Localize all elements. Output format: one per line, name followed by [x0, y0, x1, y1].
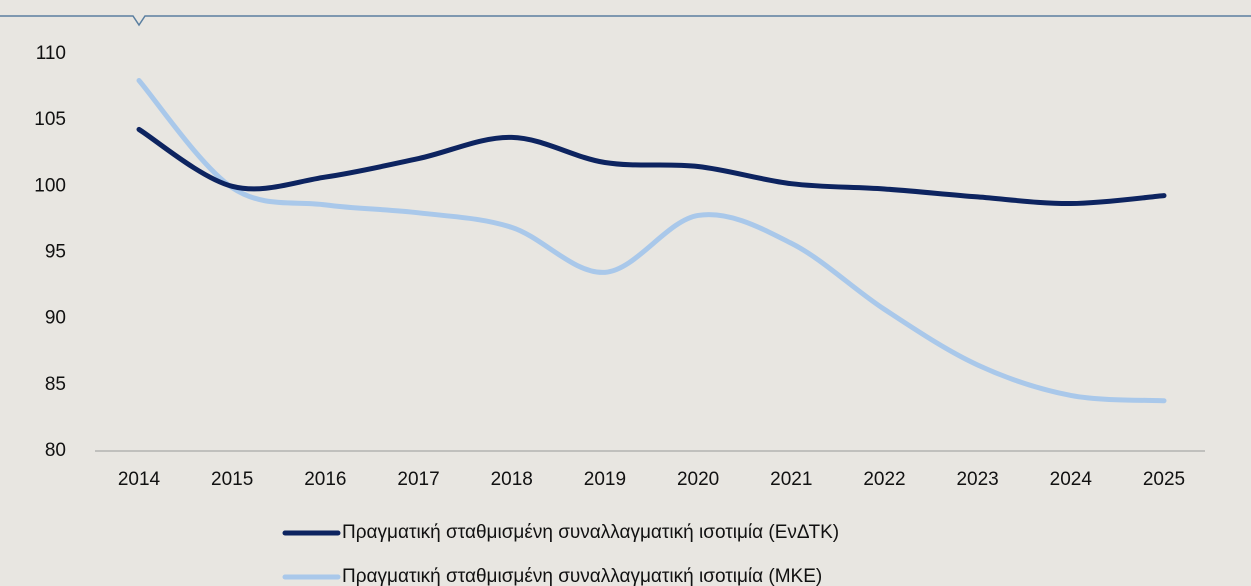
x-tick-label: 2019	[584, 469, 626, 490]
legend-label: Πραγματική σταθμισμένη συναλλαγματική ισ…	[342, 522, 839, 543]
x-tick-label: 2023	[956, 469, 998, 490]
x-tick-label: 2018	[491, 469, 533, 490]
y-tick-label: 85	[45, 374, 66, 395]
x-tick-label: 2016	[304, 469, 346, 490]
x-tick-label: 2024	[1050, 469, 1093, 490]
x-tick-label: 2014	[118, 469, 161, 490]
y-tick-label: 100	[34, 175, 66, 196]
line-series	[136, 126, 1167, 207]
legend-label: Πραγματική σταθμισμένη συναλλαγματική ισ…	[342, 566, 822, 586]
x-tick-label: 2017	[397, 469, 439, 490]
x-tick-label: 2015	[211, 469, 253, 490]
x-tick-label: 2022	[863, 469, 905, 490]
x-tick-label: 2021	[770, 469, 812, 490]
y-tick-label: 90	[45, 308, 66, 329]
y-tick-label: 105	[34, 109, 66, 130]
header-rule	[0, 15, 1251, 27]
y-tick-label: 80	[45, 440, 66, 461]
x-tick-label: 2020	[677, 469, 719, 490]
y-tick-label: 95	[45, 242, 66, 263]
line-series	[136, 77, 1167, 404]
x-tick-label: 2025	[1143, 469, 1185, 490]
y-tick-label: 110	[36, 43, 66, 64]
